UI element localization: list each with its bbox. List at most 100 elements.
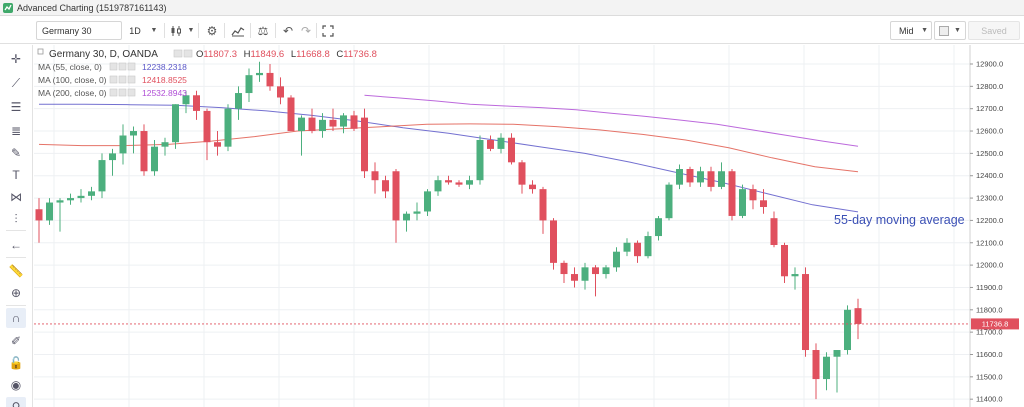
candle-body bbox=[728, 171, 736, 216]
channel-tool[interactable]: ≣ bbox=[6, 121, 26, 141]
magnet-icon: ∩ bbox=[11, 311, 21, 325]
trend-line-tool[interactable]: ⟋ bbox=[6, 73, 26, 93]
gear-icon[interactable] bbox=[118, 62, 127, 71]
measure-tool[interactable]: 📏 bbox=[6, 261, 26, 281]
close-icon[interactable] bbox=[127, 62, 136, 71]
candle-body bbox=[203, 110, 211, 143]
trend-line-icon: ⟋ bbox=[11, 75, 21, 90]
candle bbox=[319, 113, 326, 138]
candle-body bbox=[287, 97, 295, 132]
candle-body bbox=[760, 200, 767, 208]
scales-icon: ⚖ bbox=[257, 23, 269, 38]
chevron-down-icon: ▼ bbox=[150, 27, 158, 34]
remove-drawings-button[interactable]: ← bbox=[6, 235, 26, 255]
candle bbox=[277, 77, 284, 105]
settings-icon[interactable] bbox=[183, 49, 193, 58]
compare-button[interactable]: ⚖ bbox=[253, 21, 273, 40]
candle bbox=[56, 198, 64, 232]
lock-drawings-tool[interactable]: 🔓 bbox=[6, 353, 26, 373]
price-type-label: Mid bbox=[899, 25, 914, 36]
study-legend-ma55[interactable]: MA (55, close, 0) 12238.2318 bbox=[38, 62, 187, 72]
candle-body bbox=[854, 308, 862, 324]
magnet-tool[interactable]: ∩ bbox=[6, 308, 26, 328]
candle bbox=[602, 265, 610, 279]
price-chart[interactable]: 11400.0 11500.0 11600.0 11700.0 11800.0 11900… bbox=[34, 45, 1024, 407]
undo-button[interactable]: ↶ bbox=[278, 21, 298, 40]
redo-button[interactable]: ↷ bbox=[296, 21, 316, 40]
candle-body bbox=[781, 244, 788, 277]
candle bbox=[854, 298, 862, 340]
collapse-legend-icon[interactable] bbox=[37, 48, 44, 55]
save-button[interactable]: Saved bbox=[968, 21, 1020, 40]
link-tool[interactable]: ⚲ bbox=[6, 397, 26, 407]
color-swatch bbox=[939, 25, 950, 36]
fullscreen-button[interactable] bbox=[318, 21, 338, 40]
candle bbox=[182, 90, 190, 114]
price-type-select[interactable]: Mid ▼ bbox=[890, 21, 932, 40]
text-tool[interactable]: T bbox=[6, 165, 26, 185]
prediction-tool[interactable]: ⫶ bbox=[6, 209, 26, 229]
candle-body bbox=[539, 189, 547, 221]
pattern-tool[interactable]: ⋈ bbox=[6, 187, 26, 207]
y-tick-label: 12600.0 bbox=[976, 127, 1003, 136]
candle-body bbox=[665, 184, 673, 219]
stay-drawing-tool[interactable]: ✐ bbox=[6, 331, 26, 351]
candle-body bbox=[770, 218, 778, 245]
study-legend-ma100[interactable]: MA (100, close, 0) 12418.8525 bbox=[38, 75, 187, 85]
toolbar-divider bbox=[275, 23, 276, 38]
gear-icon[interactable] bbox=[118, 88, 127, 97]
hide-drawings-tool[interactable]: ◉ bbox=[6, 375, 26, 395]
crosshair-icon: ✛ bbox=[10, 52, 22, 66]
study-label: MA (100, close, 0) bbox=[38, 75, 107, 85]
candle-body bbox=[182, 95, 190, 105]
y-tick-label: 11500.0 bbox=[976, 372, 1003, 381]
ma-annotation-label[interactable]: 55-day moving average bbox=[834, 213, 965, 227]
candle bbox=[203, 108, 211, 161]
candle-body bbox=[256, 72, 263, 76]
zoom-in-tool[interactable]: ⊕ bbox=[6, 283, 26, 303]
interval-selector[interactable]: 1D bbox=[123, 21, 147, 40]
toolbar-divider bbox=[250, 23, 251, 38]
channel-icon: ≣ bbox=[10, 124, 22, 138]
redo-icon: ↷ bbox=[300, 23, 312, 38]
fib-tool[interactable]: ☰ bbox=[6, 97, 26, 117]
candle-body bbox=[602, 267, 610, 275]
app-logo-icon bbox=[3, 2, 13, 13]
close-icon[interactable] bbox=[127, 75, 136, 84]
candle bbox=[67, 193, 74, 205]
candle bbox=[550, 218, 557, 270]
symbol-search-input[interactable]: Germany 30 bbox=[36, 21, 122, 40]
brush-tool[interactable]: ✎ bbox=[6, 143, 26, 163]
visibility-icon[interactable] bbox=[173, 49, 183, 58]
pattern-icon: ⋈ bbox=[10, 190, 22, 204]
candle-body bbox=[487, 139, 494, 149]
open-label: O bbox=[196, 49, 203, 60]
candle bbox=[571, 267, 578, 288]
chart-style-button[interactable] bbox=[166, 21, 186, 40]
candle-body bbox=[529, 184, 536, 190]
indicators-button[interactable] bbox=[228, 21, 248, 40]
eye-icon[interactable] bbox=[109, 75, 118, 84]
candlestick-icon bbox=[171, 25, 181, 36]
candle bbox=[844, 305, 851, 355]
gear-icon[interactable] bbox=[118, 75, 127, 84]
candle-body bbox=[361, 117, 368, 172]
candle-body bbox=[298, 117, 305, 132]
chart-style-dropdown-button[interactable]: ▼ bbox=[186, 21, 196, 40]
interval-dropdown-button[interactable]: ▼ bbox=[147, 21, 161, 40]
ohlc-readout: O11807.3 H11849.6 L11668.8 C11736.8 bbox=[196, 49, 377, 60]
last-price-value: 11736.8 bbox=[982, 319, 1009, 328]
candle bbox=[403, 211, 410, 232]
eye-icon[interactable] bbox=[109, 62, 118, 71]
eye-icon[interactable] bbox=[109, 88, 118, 97]
last-price-badge bbox=[971, 318, 1019, 330]
study-legend-ma200[interactable]: MA (200, close, 0) 12532.8943 bbox=[38, 88, 187, 98]
candle-body bbox=[497, 137, 505, 149]
close-icon[interactable] bbox=[127, 88, 136, 97]
crosshair-tool[interactable]: ✛ bbox=[6, 49, 26, 69]
price-axis[interactable]: 11400.0 11500.0 11600.0 11700.0 11800.0 11900… bbox=[970, 59, 1003, 404]
candle-body bbox=[833, 350, 841, 357]
color-theme-select[interactable]: ▼ bbox=[934, 21, 966, 40]
ma-line-3 bbox=[364, 94, 859, 147]
settings-button[interactable]: ⚙ bbox=[202, 21, 222, 40]
